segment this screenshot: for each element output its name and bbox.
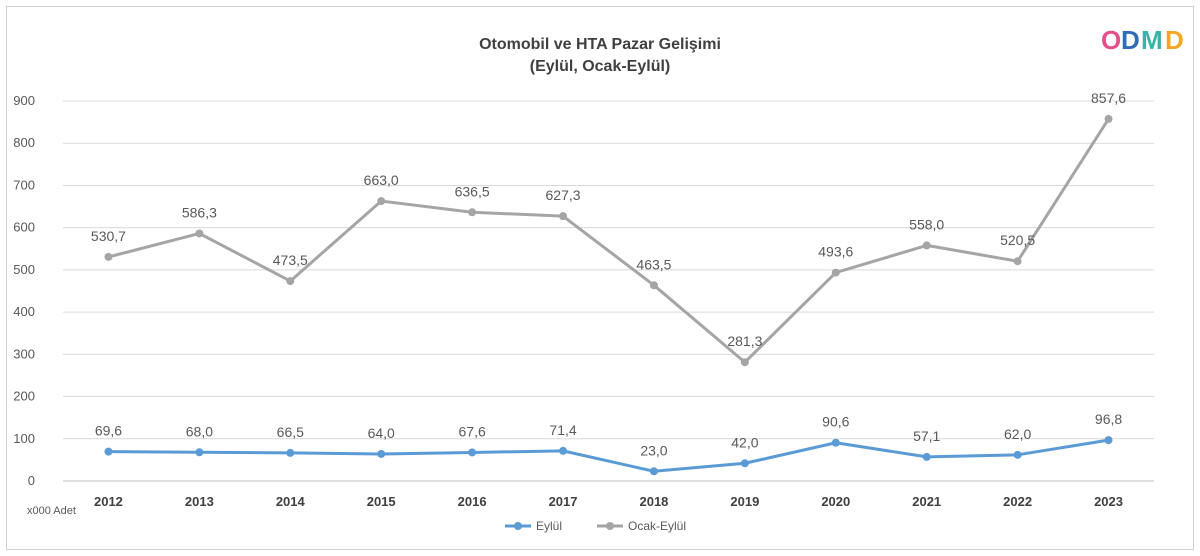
data-label: 586,3 bbox=[182, 204, 217, 220]
x-tick-label: 2012 bbox=[94, 494, 123, 509]
y-tick-label: 900 bbox=[13, 93, 35, 108]
logo-letter: O bbox=[1101, 25, 1121, 55]
series-group: 69,6 68,0 66,5 64,0 67,6 71,4 23,0 42,0 90,6 57,1… bbox=[91, 90, 1126, 476]
series-line-1 bbox=[108, 438, 1109, 473]
chart-subtitle: (Eylül, Ocak-Eylül) bbox=[530, 58, 670, 75]
logo-letter: M bbox=[1141, 25, 1163, 55]
x-axis-ticks: 2012 2013 2014 2015 2016 2017 2018 2019 2020 2021… bbox=[94, 494, 1123, 509]
y-tick-label: 600 bbox=[13, 220, 35, 235]
data-label: 42,0 bbox=[731, 434, 758, 450]
data-label: 463,5 bbox=[636, 256, 671, 272]
gridlines bbox=[63, 100, 1154, 482]
data-point bbox=[559, 446, 568, 455]
y-unit-label: x000 Adet bbox=[27, 505, 76, 517]
data-point bbox=[195, 229, 204, 238]
y-axis-ticks: 0 100 200 300 400 500 600 700 800 900 bbox=[13, 93, 35, 488]
y-tick-label: 800 bbox=[13, 135, 35, 150]
y-tick-label: 0 bbox=[28, 473, 35, 488]
legend-marker bbox=[514, 522, 522, 530]
data-point bbox=[1013, 450, 1022, 459]
data-label: 57,1 bbox=[913, 428, 940, 444]
data-point bbox=[286, 448, 295, 457]
data-label: 62,0 bbox=[1004, 426, 1031, 442]
data-point bbox=[740, 459, 749, 468]
y-tick-label: 500 bbox=[13, 262, 35, 277]
data-label: 23,0 bbox=[640, 442, 667, 458]
data-label: 530,7 bbox=[91, 228, 126, 244]
data-point bbox=[831, 268, 840, 277]
data-label: 636,5 bbox=[455, 183, 490, 199]
x-tick-label: 2014 bbox=[276, 494, 306, 509]
y-tick-label: 700 bbox=[13, 177, 35, 192]
data-label: 64,0 bbox=[368, 425, 395, 441]
legend: Eylül Ocak-Eylül bbox=[505, 519, 686, 533]
chart-title: Otomobil ve HTA Pazar Gelişimi bbox=[479, 36, 721, 53]
data-point bbox=[377, 197, 386, 206]
legend-label: Eylül bbox=[536, 519, 562, 533]
y-tick-label: 400 bbox=[13, 304, 35, 319]
data-point bbox=[559, 212, 568, 221]
x-tick-label: 2018 bbox=[639, 494, 668, 509]
x-tick-label: 2019 bbox=[730, 494, 759, 509]
data-label: 71,4 bbox=[549, 422, 576, 438]
data-label: 857,6 bbox=[1091, 90, 1126, 106]
data-point bbox=[104, 447, 113, 456]
x-tick-label: 2017 bbox=[549, 494, 578, 509]
legend-marker bbox=[606, 522, 614, 530]
data-point bbox=[649, 467, 658, 476]
data-label: 493,6 bbox=[818, 244, 853, 260]
data-label: 281,3 bbox=[727, 333, 762, 349]
x-tick-label: 2013 bbox=[185, 494, 214, 509]
data-label: 558,0 bbox=[909, 216, 944, 232]
data-point bbox=[740, 358, 749, 367]
data-label: 90,6 bbox=[822, 414, 849, 430]
data-point bbox=[286, 277, 295, 286]
logo-letter: D bbox=[1165, 25, 1184, 55]
x-tick-label: 2021 bbox=[912, 494, 941, 509]
data-label: 67,6 bbox=[459, 423, 486, 439]
data-point bbox=[377, 449, 386, 458]
line-chart: Otomobil ve HTA Pazar Gelişimi (Eylül, O… bbox=[13, 25, 1184, 533]
x-tick-label: 2023 bbox=[1094, 494, 1123, 509]
series-line-2 bbox=[108, 118, 1110, 364]
data-point bbox=[1013, 257, 1022, 266]
data-point bbox=[1104, 114, 1113, 123]
x-tick-label: 2020 bbox=[821, 494, 850, 509]
data-label: 96,8 bbox=[1095, 411, 1122, 427]
data-label: 473,5 bbox=[273, 252, 308, 268]
logo-letter: D bbox=[1121, 25, 1140, 55]
x-tick-label: 2016 bbox=[458, 494, 487, 509]
data-point bbox=[104, 252, 113, 261]
data-label: 68,0 bbox=[186, 423, 213, 439]
data-point bbox=[831, 438, 840, 447]
y-tick-label: 100 bbox=[13, 431, 35, 446]
x-tick-label: 2022 bbox=[1003, 494, 1032, 509]
data-label: 520,5 bbox=[1000, 232, 1035, 248]
data-label: 69,6 bbox=[95, 423, 122, 439]
x-tick-label: 2015 bbox=[367, 494, 396, 509]
legend-label: Ocak-Eylül bbox=[628, 519, 686, 533]
chart-frame: Otomobil ve HTA Pazar Gelişimi (Eylül, O… bbox=[6, 6, 1194, 550]
y-tick-label: 300 bbox=[13, 346, 35, 361]
data-point bbox=[195, 448, 204, 457]
data-label: 66,5 bbox=[277, 424, 304, 440]
data-point bbox=[1104, 436, 1113, 445]
data-point bbox=[649, 281, 658, 290]
data-label: 627,3 bbox=[546, 187, 581, 203]
data-point bbox=[922, 452, 931, 461]
data-point bbox=[468, 448, 477, 457]
y-tick-label: 200 bbox=[13, 389, 35, 404]
data-point bbox=[922, 241, 931, 250]
data-label: 663,0 bbox=[364, 172, 399, 188]
data-point bbox=[468, 208, 477, 217]
